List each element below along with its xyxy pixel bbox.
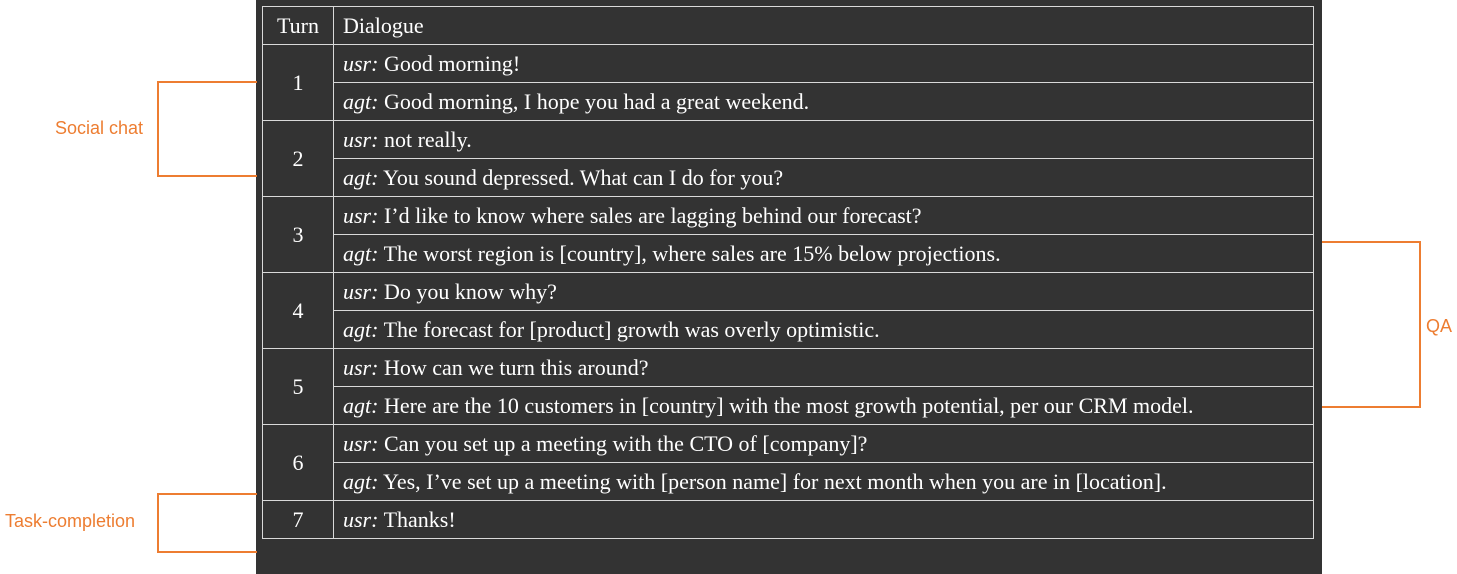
turn-column-header: Turn bbox=[262, 6, 334, 45]
speaker-tag: usr: bbox=[343, 126, 379, 152]
task-completion-bracket bbox=[157, 493, 257, 553]
dialogue-row: 5 usr: How can we turn this around? bbox=[262, 348, 1314, 425]
utterance-cell: usr: Thanks! bbox=[333, 500, 1314, 539]
turn-number: 4 bbox=[262, 272, 334, 349]
speaker-tag: agt: bbox=[343, 240, 379, 266]
social-chat-label: Social chat bbox=[55, 118, 144, 138]
turn-number: 1 bbox=[262, 44, 334, 121]
utterance-text: Good morning! bbox=[383, 50, 521, 76]
turn-number: 5 bbox=[262, 348, 334, 425]
dialogue-row: 3 usr: I’d like to know where sales are l… bbox=[262, 196, 1314, 273]
utterance-text: I’d like to know where sales are lagging… bbox=[383, 202, 922, 228]
speaker-tag: usr: bbox=[343, 278, 379, 304]
speaker-tag: usr: bbox=[343, 506, 379, 532]
turn-number: 3 bbox=[262, 196, 334, 273]
speaker-tag: agt: bbox=[343, 164, 379, 190]
utterance-text: not really. bbox=[383, 126, 472, 152]
utterance-text: Can you set up a meeting with the CTO of… bbox=[383, 430, 868, 456]
utterance-cell: agt: Here are the 10 customers in [count… bbox=[333, 386, 1314, 425]
utterance-text: Do you know why? bbox=[383, 278, 557, 304]
utterance-cell: usr: Good morning! bbox=[333, 44, 1314, 83]
utterance-text: How can we turn this around? bbox=[383, 354, 649, 380]
utterance-cell: usr: How can we turn this around? bbox=[333, 348, 1314, 387]
utterance-text: The forecast for [product] growth was ov… bbox=[383, 316, 880, 342]
utterance-cell: agt: The forecast for [product] growth w… bbox=[333, 310, 1314, 349]
speaker-tag: usr: bbox=[343, 202, 379, 228]
speaker-tag: usr: bbox=[343, 354, 379, 380]
speaker-tag: agt: bbox=[343, 316, 379, 342]
utterance-text: Good morning, I hope you had a great wee… bbox=[383, 88, 810, 114]
qa-label: QA bbox=[1426, 316, 1453, 336]
speaker-tag: usr: bbox=[343, 50, 379, 76]
utterance-text: You sound depressed. What can I do for y… bbox=[383, 164, 784, 190]
dialogue-row: agt: The forecast for [product] growth w… bbox=[263, 310, 1314, 349]
utterance-cell: usr: not really. bbox=[333, 120, 1314, 159]
dialogue-row: 1 usr: Good morning! bbox=[262, 44, 1314, 121]
speaker-tag: agt: bbox=[343, 88, 379, 114]
dialogue-table: Turn Dialogue 1 usr: Good morning! agt: Go… bbox=[262, 6, 1314, 539]
utterance-cell: usr: I’d like to know where sales are la… bbox=[333, 196, 1314, 235]
utterance-text: Here are the 10 customers in [country] w… bbox=[383, 392, 1194, 418]
dialogue-column-header: Dialogue bbox=[333, 6, 1314, 45]
social-chat-bracket bbox=[157, 81, 257, 177]
turn-number: 7 bbox=[262, 500, 334, 539]
speaker-tag: usr: bbox=[343, 430, 379, 456]
utterance-cell: agt: The worst region is [country], wher… bbox=[333, 234, 1314, 273]
utterance-text: Thanks! bbox=[383, 506, 456, 532]
dialogue-row: agt: Yes, I’ve set up a meeting with [pe… bbox=[263, 462, 1314, 501]
dialogue-row: 4 usr: Do you know why? bbox=[262, 272, 1314, 349]
dialogue-row: 7 usr: Thanks! bbox=[262, 500, 1314, 539]
dialogue-row: agt: You sound depressed. What can I do … bbox=[263, 158, 1314, 197]
dialogue-row: agt: The worst region is [country], wher… bbox=[263, 234, 1314, 273]
dialogue-row: agt: Good morning, I hope you had a grea… bbox=[263, 82, 1314, 121]
dialogue-row: agt: Here are the 10 customers in [count… bbox=[263, 386, 1314, 425]
utterance-cell: usr: Can you set up a meeting with the C… bbox=[333, 424, 1314, 463]
dialogue-table-panel: Turn Dialogue 1 usr: Good morning! agt: Go… bbox=[256, 0, 1322, 574]
utterance-text: The worst region is [country], where sal… bbox=[383, 240, 1001, 266]
turn-number: 2 bbox=[262, 120, 334, 197]
header-row: Turn Dialogue bbox=[262, 6, 1314, 45]
utterance-cell: agt: Good morning, I hope you had a grea… bbox=[333, 82, 1314, 121]
task-completion-label: Task-completion bbox=[5, 511, 136, 531]
utterance-cell: usr: Do you know why? bbox=[333, 272, 1314, 311]
qa-bracket bbox=[1322, 241, 1421, 408]
dialogue-row: 6 usr: Can you set up a meeting with the … bbox=[262, 424, 1314, 501]
speaker-tag: agt: bbox=[343, 392, 379, 418]
dialogue-body: 1 usr: Good morning! agt: Good morning, I … bbox=[262, 44, 1314, 539]
dialogue-row: 2 usr: not really. bbox=[262, 120, 1314, 197]
utterance-cell: agt: Yes, I’ve set up a meeting with [pe… bbox=[333, 462, 1314, 501]
speaker-tag: agt: bbox=[343, 468, 379, 494]
utterance-text: Yes, I’ve set up a meeting with [person … bbox=[383, 468, 1167, 494]
utterance-cell: agt: You sound depressed. What can I do … bbox=[333, 158, 1314, 197]
turn-number: 6 bbox=[262, 424, 334, 501]
